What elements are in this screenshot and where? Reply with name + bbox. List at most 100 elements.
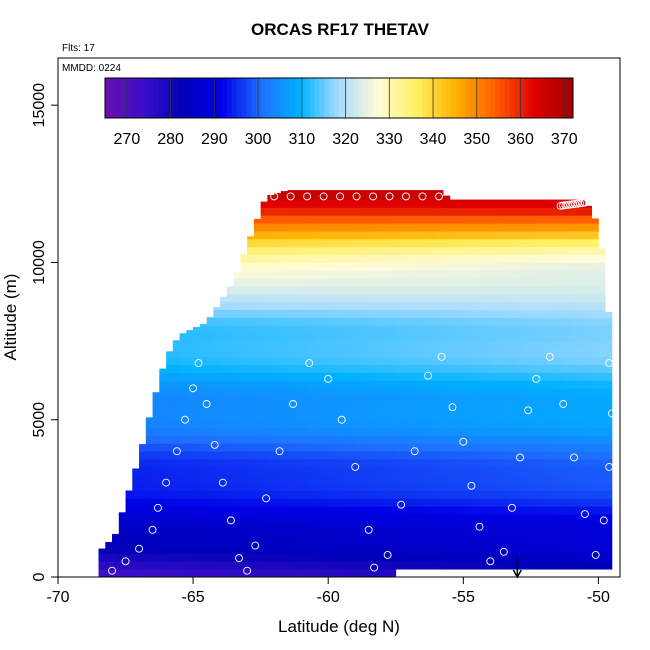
heatmap-cell xyxy=(443,482,451,491)
heatmap-cell xyxy=(206,325,214,334)
heatmap-cell xyxy=(328,341,336,350)
heatmap-cell xyxy=(517,459,525,468)
heatmap-cell xyxy=(321,348,329,358)
heatmap-cell xyxy=(206,364,214,373)
heatmap-cell xyxy=(355,435,363,444)
heatmap-cell xyxy=(341,191,349,200)
heatmap-cell xyxy=(179,474,187,484)
heatmap-cell xyxy=(321,443,329,452)
heatmap-cell xyxy=(497,474,505,484)
heatmap-cell xyxy=(551,443,559,452)
heatmap-cell xyxy=(470,396,478,405)
heatmap-cell xyxy=(449,278,457,287)
heatmap-cell xyxy=(213,459,221,468)
heatmap-cell xyxy=(334,569,343,578)
heatmap-cell xyxy=(557,333,566,342)
heatmap-cell xyxy=(247,411,255,421)
heatmap-cell xyxy=(355,388,363,397)
heatmap-cell xyxy=(307,286,316,295)
heatmap-cell xyxy=(368,514,376,523)
heatmap-cell xyxy=(321,521,329,531)
heatmap-cell xyxy=(321,317,329,326)
heatmap-cell xyxy=(287,286,295,295)
heatmap-cell xyxy=(395,223,403,232)
heatmap-cell xyxy=(368,396,376,405)
heatmap-cell xyxy=(382,223,390,232)
heatmap-cell xyxy=(598,553,606,562)
heatmap-cell xyxy=(598,278,606,287)
heatmap-cell xyxy=(280,490,289,499)
heatmap-cell xyxy=(524,348,532,358)
heatmap-cell xyxy=(470,278,478,287)
heatmap-cell xyxy=(355,333,363,342)
heatmap-cell xyxy=(125,537,133,546)
heatmap-cell xyxy=(274,207,282,216)
heatmap-cell xyxy=(321,199,329,208)
heatmap-cell xyxy=(267,545,275,554)
heatmap-cell xyxy=(557,301,566,311)
heatmap-cell xyxy=(267,223,275,232)
heatmap-cell xyxy=(287,490,295,499)
heatmap-cell xyxy=(361,451,370,460)
heatmap-cell xyxy=(537,388,545,397)
heatmap-cell xyxy=(213,348,221,358)
colorbar-swatch xyxy=(426,78,433,118)
heatmap-cell xyxy=(395,254,403,263)
heatmap-cell xyxy=(584,482,593,491)
heatmap-cell xyxy=(503,529,511,539)
heatmap-cell xyxy=(564,482,572,491)
heatmap-cell xyxy=(483,380,491,389)
heatmap-cell xyxy=(409,341,417,350)
heatmap-cell xyxy=(524,537,532,546)
heatmap-cell xyxy=(260,514,268,523)
heatmap-cell xyxy=(591,545,599,554)
heatmap-cell xyxy=(443,435,451,444)
heatmap-cell xyxy=(436,286,444,295)
heatmap-cell xyxy=(206,443,214,452)
heatmap-cell xyxy=(226,443,235,452)
heatmap-cell xyxy=(476,309,484,318)
heatmap-cell xyxy=(341,246,349,255)
heatmap-cell xyxy=(193,341,201,350)
heatmap-cell xyxy=(301,490,309,499)
heatmap-cell xyxy=(321,474,329,484)
heatmap-cell xyxy=(253,356,262,366)
heatmap-cell xyxy=(301,270,309,279)
heatmap-cell xyxy=(524,246,532,255)
heatmap-cell xyxy=(557,380,566,389)
heatmap-cell xyxy=(463,459,471,468)
heatmap-cell xyxy=(490,325,498,334)
heatmap-cell xyxy=(598,443,606,452)
heatmap-cell xyxy=(172,474,180,484)
heatmap-cell xyxy=(564,411,572,421)
heatmap-cell xyxy=(368,474,376,484)
heatmap-cell xyxy=(578,238,586,248)
heatmap-cell xyxy=(544,301,552,311)
heatmap-cell xyxy=(247,459,255,468)
heatmap-cell xyxy=(125,545,133,554)
heatmap-cell xyxy=(463,278,471,287)
heatmap-cell xyxy=(591,482,599,491)
heatmap-cell xyxy=(247,254,255,263)
heatmap-cell xyxy=(186,529,194,539)
flight-point xyxy=(448,403,457,412)
heatmap-cell xyxy=(172,340,180,342)
heatmap-cell xyxy=(267,490,275,499)
heatmap-cell xyxy=(348,238,356,248)
heatmap-cell xyxy=(375,364,383,373)
heatmap-cell xyxy=(571,474,579,484)
heatmap-cell xyxy=(416,207,424,216)
heatmap-cell xyxy=(503,506,511,515)
heatmap-cell xyxy=(233,317,241,326)
heatmap-cell xyxy=(280,317,289,326)
heatmap-cell xyxy=(280,270,289,279)
heatmap-cell xyxy=(402,459,410,468)
heatmap-cell xyxy=(490,293,498,303)
heatmap-cell xyxy=(125,498,133,507)
heatmap-cell xyxy=(395,246,403,255)
heatmap-cell xyxy=(301,388,309,397)
heatmap-cell xyxy=(307,333,316,342)
heatmap-cell xyxy=(429,341,437,350)
heatmap-cell xyxy=(199,459,207,468)
heatmap-cell xyxy=(443,545,451,554)
